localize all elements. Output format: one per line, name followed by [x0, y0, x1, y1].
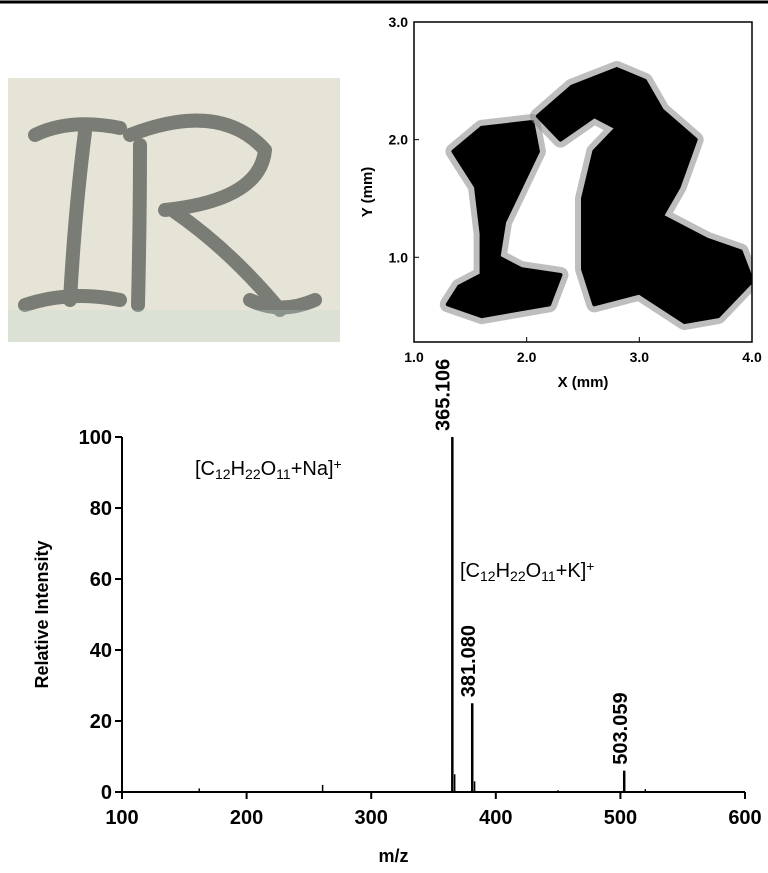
annotation-part: +Na]	[291, 458, 334, 480]
annotation: [C12H22O11+K]+	[460, 558, 594, 584]
figure: 1.02.03.04.01.02.03.0X (mm)Y (mm)1002003…	[0, 0, 768, 868]
x-tick-label: 300	[355, 807, 388, 829]
y-tick-label: 1.0	[389, 249, 409, 265]
x-tick-label: 2.0	[517, 349, 537, 365]
x-tick-label: 400	[479, 807, 512, 829]
x-axis-label: m/z	[378, 846, 408, 866]
y-tick-label: 60	[90, 569, 112, 591]
photo	[8, 78, 340, 342]
x-tick-label: 100	[105, 807, 138, 829]
peak-label: 381.080	[458, 625, 480, 697]
annotation-part: H	[496, 560, 510, 582]
spectrum: 100 200 300 400 500 600 0 20 40 60 80 100 365.106 381…	[32, 359, 762, 866]
annotation-part: +	[334, 456, 342, 472]
x-tick-label: 1.0	[404, 349, 424, 365]
y-tick-label: 100	[79, 427, 112, 449]
y-tick-label: 80	[90, 498, 112, 520]
annotation-part: 12	[480, 568, 496, 584]
annotation-part: [C	[460, 560, 480, 582]
contour-map: 1.0 2.0 3.0 4.0 1.0 2.0 3.0 X (mm) Y (mm)	[359, 14, 762, 391]
annotation-part: H	[231, 458, 245, 480]
annotation-part: [C	[195, 458, 215, 480]
annotation: [C12H22O11+Na]+	[195, 456, 342, 482]
y-tick-label: 2.0	[389, 132, 409, 148]
x-tick-label: 3.0	[630, 349, 650, 365]
x-axis-label: X (mm)	[558, 374, 609, 391]
annotation-part: 11	[276, 466, 291, 482]
annotation-part: O	[261, 458, 277, 480]
annotation-part: 22	[245, 466, 261, 482]
annotation-part: 12	[215, 466, 231, 482]
y-axis-label: Relative Intensity	[32, 540, 52, 688]
x-tick-label: 200	[230, 807, 263, 829]
annotation-part: O	[526, 560, 542, 582]
y-axis-label: Y (mm)	[359, 167, 376, 218]
x-tick-label: 4.0	[742, 349, 762, 365]
y-tick-label: 40	[90, 640, 112, 662]
peak-label: 365.106	[432, 359, 454, 431]
annotation-part: +	[586, 558, 594, 574]
x-tick-label: 600	[728, 807, 761, 829]
y-tick-label: 20	[90, 711, 112, 733]
annotation-part: 11	[541, 568, 556, 584]
x-tick-label: 500	[604, 807, 637, 829]
peak-label: 503.059	[610, 692, 632, 764]
y-tick-label: 0	[101, 782, 112, 804]
annotation-part: 22	[510, 568, 526, 584]
annotation-part: +K]	[556, 560, 587, 582]
y-tick-label: 3.0	[389, 14, 409, 30]
